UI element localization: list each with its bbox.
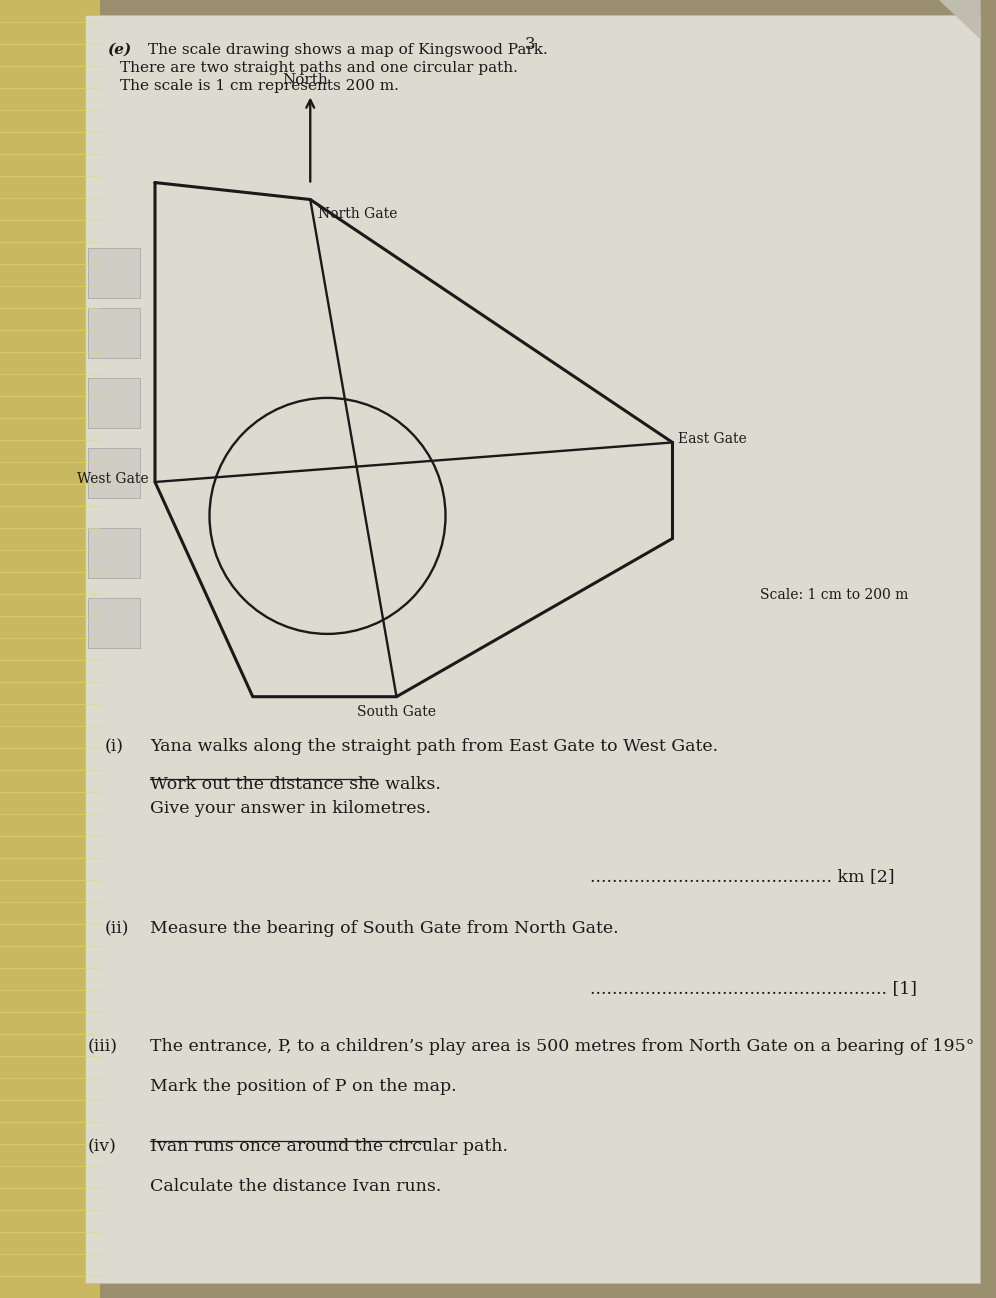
FancyBboxPatch shape bbox=[85, 16, 980, 1282]
Text: ............................................ km [2]: ........................................… bbox=[590, 868, 894, 885]
Text: (ii): (ii) bbox=[105, 920, 129, 937]
FancyBboxPatch shape bbox=[0, 0, 100, 1298]
Text: (iv): (iv) bbox=[88, 1138, 117, 1155]
Text: East Gate: East Gate bbox=[678, 432, 747, 447]
Text: Work out the distance she walks.: Work out the distance she walks. bbox=[150, 776, 441, 793]
Text: The scale is 1 cm represents 200 m.: The scale is 1 cm represents 200 m. bbox=[120, 79, 398, 93]
FancyBboxPatch shape bbox=[88, 598, 140, 648]
Text: The scale drawing shows a map of Kingswood Park.: The scale drawing shows a map of Kingswo… bbox=[148, 43, 548, 57]
FancyBboxPatch shape bbox=[88, 528, 140, 578]
Text: Yana walks along the straight path from East Gate to West Gate.: Yana walks along the straight path from … bbox=[150, 739, 718, 755]
Text: 3: 3 bbox=[525, 36, 535, 53]
Text: Mark the position of P on the map.: Mark the position of P on the map. bbox=[150, 1079, 456, 1096]
Text: North Gate: North Gate bbox=[319, 208, 397, 222]
Text: There are two straight paths and one circular path.: There are two straight paths and one cir… bbox=[120, 61, 518, 75]
FancyBboxPatch shape bbox=[88, 378, 140, 428]
Text: Give your answer in kilometres.: Give your answer in kilometres. bbox=[150, 800, 431, 816]
Text: Ivan runs once around the circular path.: Ivan runs once around the circular path. bbox=[150, 1138, 508, 1155]
Text: (iii): (iii) bbox=[88, 1038, 118, 1055]
Text: (e): (e) bbox=[107, 43, 131, 57]
Text: Scale: 1 cm to 200 m: Scale: 1 cm to 200 m bbox=[760, 588, 908, 602]
FancyBboxPatch shape bbox=[88, 248, 140, 299]
Text: The entrance, P, to a children’s play area is 500 metres from North Gate on a be: The entrance, P, to a children’s play ar… bbox=[150, 1038, 974, 1055]
FancyBboxPatch shape bbox=[88, 448, 140, 498]
Text: South Gate: South Gate bbox=[357, 705, 436, 719]
Text: Calculate the distance Ivan runs.: Calculate the distance Ivan runs. bbox=[150, 1179, 441, 1195]
FancyBboxPatch shape bbox=[88, 308, 140, 358]
Text: (i): (i) bbox=[105, 739, 124, 755]
Polygon shape bbox=[940, 0, 980, 38]
Text: ...................................................... [1]: ........................................… bbox=[590, 980, 917, 997]
Text: Measure the bearing of South Gate from North Gate.: Measure the bearing of South Gate from N… bbox=[150, 920, 619, 937]
Text: North: North bbox=[283, 73, 328, 87]
Text: West Gate: West Gate bbox=[78, 472, 149, 485]
